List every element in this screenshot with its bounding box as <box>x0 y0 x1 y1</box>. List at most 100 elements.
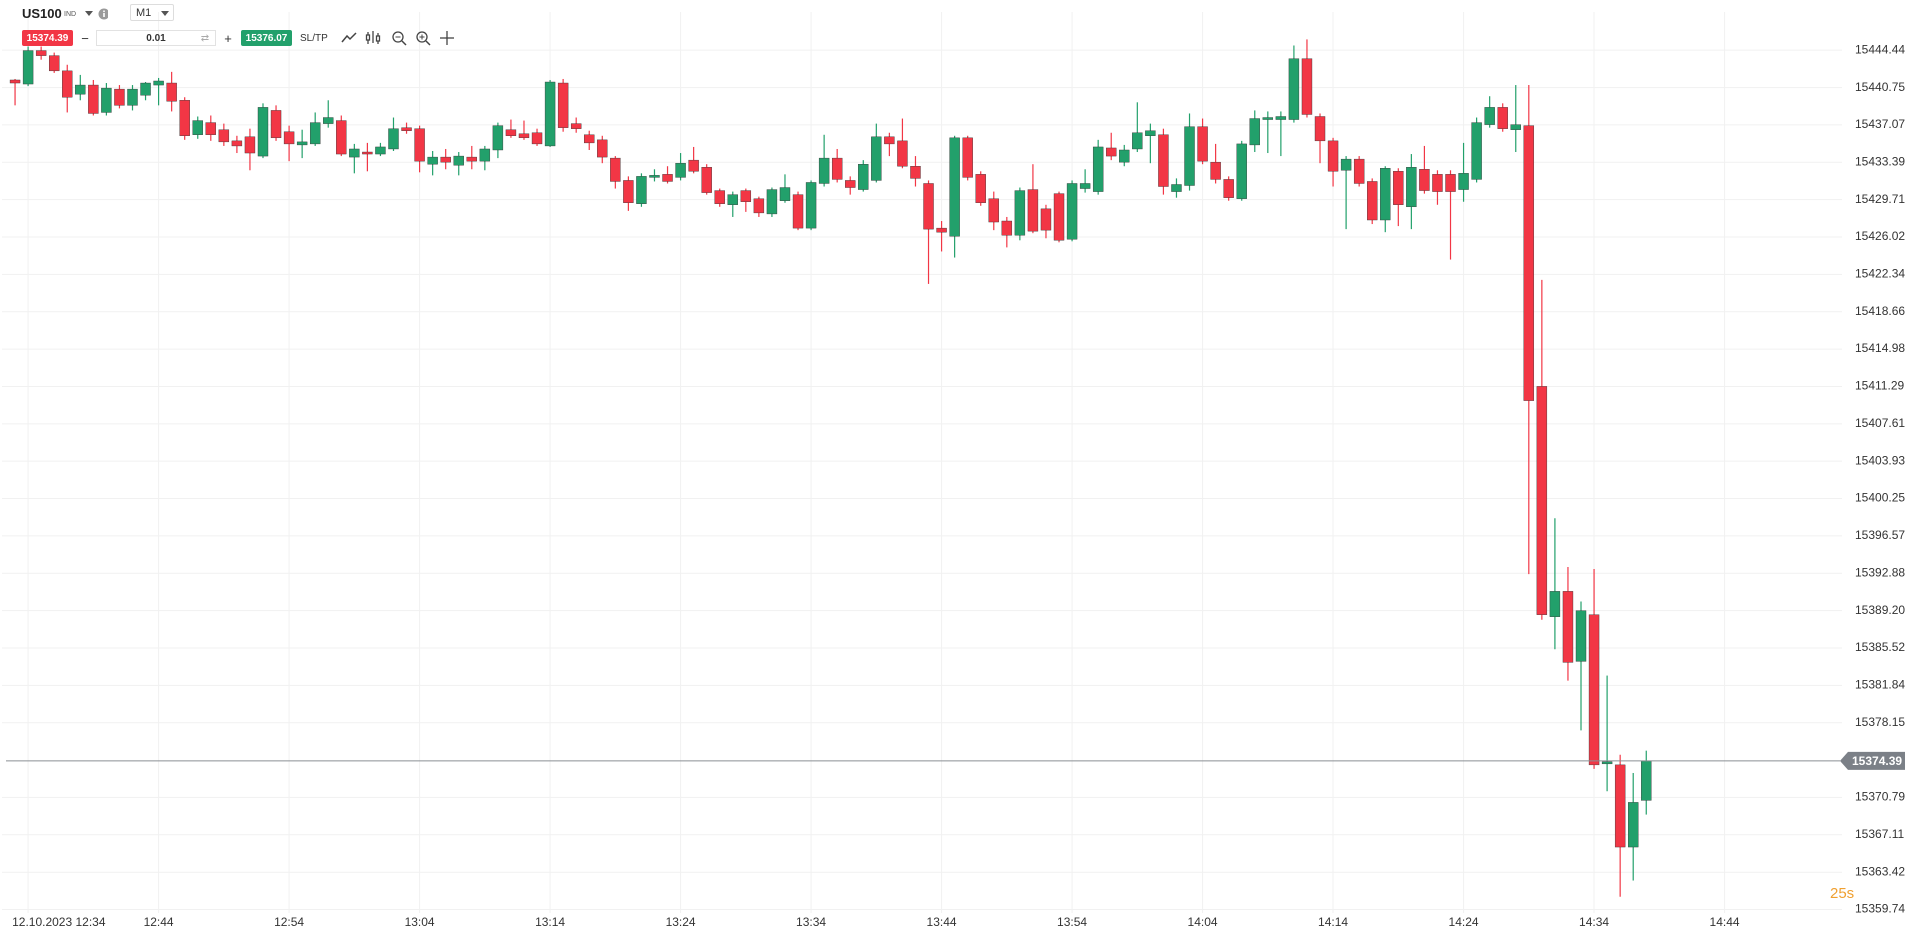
volume-swap[interactable]: ⇄ <box>200 32 210 44</box>
candle-body <box>1079 183 1091 189</box>
candle-body <box>283 131 295 145</box>
x-tick-label: 14:34 <box>1579 915 1609 929</box>
candle-body <box>1575 610 1587 662</box>
sltp-button[interactable]: SL/TP <box>300 32 328 44</box>
candle-body <box>584 134 595 144</box>
candle-body <box>1184 126 1195 186</box>
candle-body <box>414 128 425 162</box>
candle-body <box>48 55 60 72</box>
candle-body <box>1641 760 1652 801</box>
candle-body <box>779 187 791 201</box>
y-tick-label: 15411.29 <box>1855 379 1904 393</box>
y-tick-label: 15389.20 <box>1855 603 1905 617</box>
volume-input[interactable]: 0.01 <box>96 30 216 46</box>
x-tick-label: 12:54 <box>274 915 304 929</box>
candle-body <box>1497 107 1508 129</box>
candle-body <box>9 79 21 84</box>
candle-body <box>570 123 582 129</box>
candle-body <box>1210 161 1221 180</box>
candle-body <box>1249 118 1260 146</box>
candle-body <box>153 80 164 86</box>
candle-body <box>949 137 960 237</box>
x-tick-label: 13:04 <box>405 915 435 929</box>
candle-body <box>323 117 334 124</box>
sell-button[interactable]: 15374.39 <box>22 30 73 46</box>
buy-button[interactable]: 15376.07 <box>241 30 292 46</box>
candle-body <box>492 125 504 151</box>
candle-body <box>818 157 830 184</box>
candle-body <box>1314 116 1326 142</box>
candle-body <box>1288 58 1300 120</box>
candle-body <box>1471 122 1482 180</box>
candle-body <box>936 227 947 233</box>
last-price-tag <box>1840 751 1905 770</box>
candle-body <box>257 107 269 157</box>
candle-body <box>1327 140 1339 172</box>
y-tick-label: 15367.11 <box>1855 827 1904 841</box>
candle-body <box>623 180 634 203</box>
candle-body <box>975 174 986 203</box>
candle-body <box>753 198 765 214</box>
candle-body <box>1340 158 1352 171</box>
candle-body <box>75 84 86 95</box>
y-tick-label: 15400.25 <box>1855 491 1905 505</box>
volume-plus[interactable]: + <box>224 30 232 46</box>
last-price-label: 15374.39 <box>1852 754 1902 768</box>
candle-body <box>1275 116 1287 120</box>
candle-body <box>349 148 360 158</box>
candle-body <box>1106 147 1117 157</box>
candle-body <box>597 139 608 158</box>
candle-body <box>479 148 491 162</box>
x-tick-label: 13:14 <box>535 915 565 929</box>
symbol[interactable]: US100 <box>22 5 62 21</box>
y-tick-label: 15385.52 <box>1855 640 1905 654</box>
x-tick-label: 12:44 <box>144 915 174 929</box>
y-tick-label: 15422.34 <box>1855 267 1905 281</box>
candle-body <box>362 151 373 155</box>
candle-body <box>1171 184 1182 192</box>
candle-body <box>1588 614 1600 766</box>
candle-body <box>649 175 660 178</box>
candle-body <box>1419 169 1430 191</box>
candle-body <box>1458 173 1469 190</box>
candle-body <box>1236 143 1247 199</box>
candle-body <box>440 156 451 163</box>
candle-body <box>1393 171 1404 205</box>
candle-body <box>858 163 869 190</box>
x-tick-label: 14:04 <box>1188 915 1218 929</box>
countdown: 25s <box>1830 885 1854 902</box>
y-tick-label: 15440.75 <box>1855 80 1905 94</box>
candle-body <box>871 136 882 181</box>
tool-icons[interactable] <box>340 29 460 49</box>
candle-body <box>923 183 934 230</box>
candle-body <box>453 155 464 166</box>
candle-body <box>845 180 856 188</box>
y-tick-label: 15426.02 <box>1855 229 1905 243</box>
candle-body <box>309 122 321 145</box>
candle-body <box>505 129 517 136</box>
timeframe[interactable]: M1 <box>130 4 174 21</box>
icons-top[interactable] <box>84 8 108 20</box>
candle-body <box>688 159 699 172</box>
symbol-type: IND <box>64 10 77 18</box>
candle-body <box>1066 183 1078 240</box>
candle-body <box>727 194 738 205</box>
candle-body <box>179 100 190 136</box>
y-tick-label: 15414.98 <box>1855 341 1905 355</box>
candle-body <box>427 156 438 165</box>
x-tick-label: 13:34 <box>796 915 826 929</box>
candle-body <box>401 127 412 131</box>
candle-body <box>1001 220 1013 236</box>
candle-body <box>1158 134 1169 187</box>
y-tick-label: 15437.07 <box>1855 117 1905 131</box>
y-tick-label: 15444.44 <box>1855 42 1905 56</box>
volume-minus[interactable]: − <box>81 30 89 46</box>
candle-body <box>270 110 282 139</box>
candle-body <box>831 157 843 180</box>
candle-body <box>205 122 216 135</box>
timeframe-caret <box>161 11 169 16</box>
y-tick-label: 15418.66 <box>1855 304 1905 318</box>
candle-body <box>766 189 778 215</box>
